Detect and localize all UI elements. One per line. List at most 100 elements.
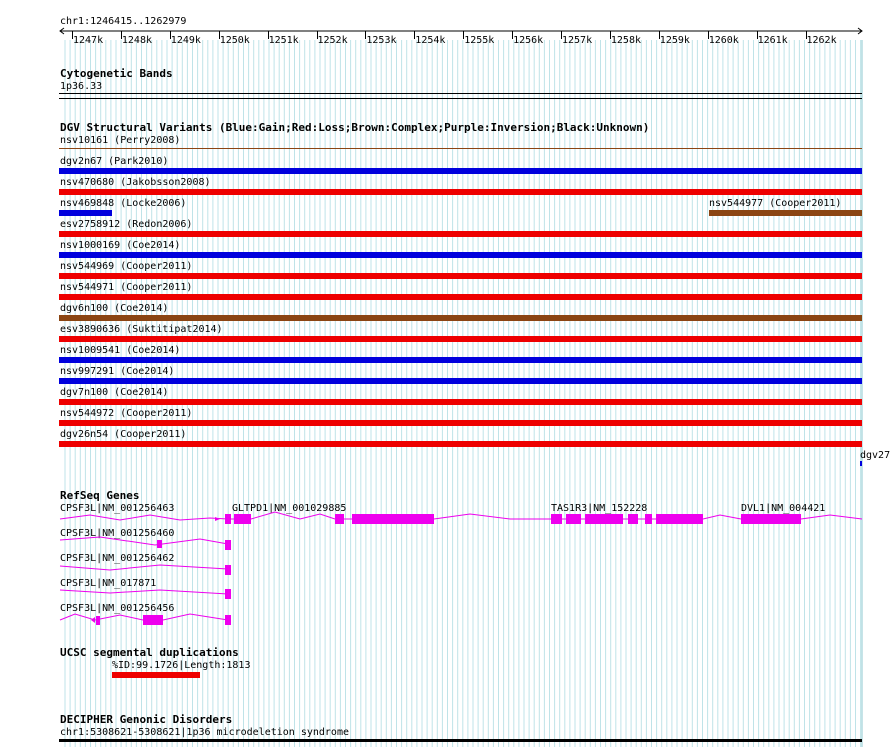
ruler-tick (120, 31, 122, 39)
exon (628, 514, 638, 524)
gene-label-cpsf3l-460[interactable]: CPSF3L|NM_001256460 (60, 528, 175, 539)
decipher-label: chr1:5308621-5308621|1p36 microdeletion … (60, 727, 349, 738)
ruler-tick (805, 31, 807, 39)
ruler-tick-label: 1251k (268, 35, 299, 46)
segdup-title: UCSC segmental duplications (60, 646, 239, 659)
gene-cpsf3l-871-intron (59, 589, 229, 595)
ruler-tick (267, 31, 269, 39)
ruler-tick (609, 31, 611, 39)
dgv-row-label: esv2758912 (Redon2006) (60, 219, 193, 230)
dgv-row-bar[interactable] (59, 231, 862, 237)
dgv-title: DGV Structural Variants (Blue:Gain;Red:L… (60, 121, 650, 134)
refseq-title: RefSeq Genes (60, 489, 140, 502)
dgv-extra-bar[interactable] (709, 210, 862, 216)
exon (645, 514, 652, 524)
gene-label-cpsf3l-462[interactable]: CPSF3L|NM_001256462 (60, 553, 175, 564)
dgv-row-bar[interactable] (59, 252, 862, 258)
dgv-row-label: dgv2n67 (Park2010) (60, 156, 169, 167)
dgv-row-label: nsv1000169 (Coe2014) (60, 240, 181, 251)
ruler-tick (512, 31, 514, 39)
ruler-tick-label: 1252k (317, 35, 348, 46)
decipher-bar[interactable] (59, 739, 862, 742)
gene-tas1r3-intron (433, 513, 656, 520)
cyto-band-bar[interactable] (59, 93, 862, 94)
ruler-tick-label: 1256k (513, 35, 544, 46)
dgv-extra-label: nsv544977 (Cooper2011) (709, 198, 842, 209)
dgv-row-bar[interactable] (59, 441, 862, 447)
gene-label-cpsf3l-456[interactable]: CPSF3L|NM_001256456 (60, 603, 175, 614)
gene-label-dvl1[interactable]: DVL1|NM_004421 (741, 503, 826, 514)
dgv-row-bar[interactable] (59, 273, 862, 279)
dgv-row-bar[interactable] (59, 189, 862, 195)
gene-label-cpsf3l-463[interactable]: CPSF3L|NM_001256463 (60, 503, 175, 514)
dgv-first-label: nsv10161 (Perry2008) (60, 135, 181, 146)
decipher-title: DECIPHER Genonic Disorders (60, 713, 233, 726)
dgv-row-bar[interactable] (59, 210, 112, 216)
exon (335, 514, 344, 524)
cyto-band-border (59, 98, 862, 99)
gene-cpsf3l-460-intron (59, 536, 229, 546)
dgv-row-label: dgv7n100 (Coe2014) (60, 387, 169, 398)
gene-cpsf3l-462-intron (59, 564, 229, 571)
dgv-row-label: nsv469848 (Locke2006) (60, 198, 187, 209)
ruler-tick-label: 1255k (464, 35, 495, 46)
ruler-tick (658, 31, 660, 39)
gene-label-cpsf3l-871[interactable]: CPSF3L|NM_017871 (60, 578, 157, 589)
cyto-band-label: 1p36.33 (60, 81, 103, 92)
exon (225, 514, 231, 524)
ruler-tick-label: 1257k (562, 35, 593, 46)
gene-label-tas1r3[interactable]: TAS1R3|NM_152228 (551, 503, 648, 514)
gene-cpsf3l-463-intron (59, 514, 229, 521)
dgv-row-bar[interactable] (59, 168, 862, 174)
exon (96, 616, 100, 625)
dgv-row-label: dgv6n100 (Coe2014) (60, 303, 169, 314)
ruler-tick (414, 31, 416, 39)
dgv-row-bar[interactable] (59, 315, 862, 321)
exon (656, 514, 703, 524)
ruler-tick (218, 31, 220, 39)
dgv-row-bar[interactable] (59, 336, 862, 342)
ruler-tick (756, 31, 758, 39)
gene-label-gltpd1[interactable]: GLTPD1|NM_001029885 (232, 503, 347, 514)
ruler-tick (707, 31, 709, 39)
ruler-tick-label: 1261k (757, 35, 788, 46)
ruler-tick (72, 31, 73, 39)
dgv-row-label: nsv1009541 (Coe2014) (60, 345, 181, 356)
ruler-axis (59, 27, 863, 35)
ruler-tick-label: 1259k (659, 35, 690, 46)
dgv-row-bar[interactable] (59, 357, 862, 363)
exon (225, 589, 231, 599)
dgv-row-label: nsv470680 (Jakobsson2008) (60, 177, 211, 188)
exon (551, 514, 562, 524)
segdup-bar[interactable] (112, 672, 200, 678)
dgv-row-bar[interactable] (59, 399, 862, 405)
exon (157, 540, 162, 548)
ruler-tick-label: 1258k (610, 35, 641, 46)
exon (143, 615, 163, 625)
ruler-tick-label: 1248k (121, 35, 152, 46)
segdup-label: %ID:99.1726|Length:1813 (112, 660, 251, 671)
gene-dvl1-intron (702, 514, 863, 520)
ruler-tick-label: 1260k (708, 35, 739, 46)
exon (234, 514, 251, 524)
ruler-tick-label: 1253k (366, 35, 397, 46)
exon (585, 514, 623, 524)
dgv-row-label: nsv544971 (Cooper2011) (60, 282, 193, 293)
dgv-edge-label: dgv27 (860, 450, 890, 461)
ruler-tick (463, 31, 465, 39)
exon (741, 514, 801, 524)
dgv-first-bar[interactable] (59, 148, 862, 149)
dgv-edge-bar[interactable] (860, 461, 862, 466)
dgv-row-label: nsv997291 (Coe2014) (60, 366, 175, 377)
dgv-row-bar[interactable] (59, 420, 862, 426)
ruler-tick (561, 31, 562, 39)
exon (225, 540, 231, 550)
dgv-row-bar[interactable] (59, 294, 862, 300)
ruler-tick (169, 31, 171, 39)
ruler-tick (316, 31, 318, 39)
dgv-row-bar[interactable] (59, 378, 862, 384)
dgv-row-label: nsv544972 (Cooper2011) (60, 408, 193, 419)
ruler-tick-label: 1249k (170, 35, 201, 46)
